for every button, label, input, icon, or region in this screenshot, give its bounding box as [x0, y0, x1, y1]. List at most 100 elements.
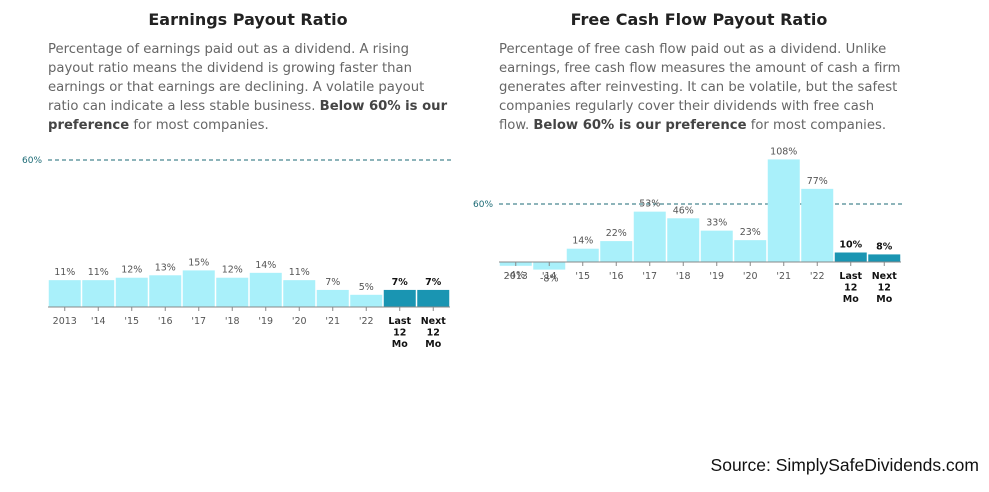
bar-6	[667, 218, 700, 262]
value-label: 13%	[155, 262, 176, 273]
tick-label-line: '20	[292, 316, 307, 327]
tick-label-line: 12	[878, 283, 891, 294]
tick-label-line: '17	[191, 316, 206, 327]
tick-label: '16	[158, 316, 173, 327]
tick-label-line: Mo	[843, 294, 859, 305]
value-label: 11%	[54, 267, 75, 278]
tick-label: Last 12 Mo	[839, 271, 862, 305]
tick-label: '18	[225, 316, 240, 327]
bar-7	[700, 230, 733, 262]
bar-10	[350, 294, 383, 307]
value-label: 8%	[876, 241, 893, 252]
value-label: 12%	[121, 265, 142, 276]
bar-1	[48, 280, 81, 307]
tick-label-line: '21	[776, 271, 791, 282]
tick-label: '17	[191, 316, 206, 327]
tick-label: '22	[359, 316, 374, 327]
bar-4	[149, 275, 182, 307]
bar-8	[283, 280, 316, 307]
value-label: 46%	[673, 205, 694, 216]
description-tail: for most companies.	[129, 118, 269, 133]
tick-label: '21	[325, 316, 340, 327]
tick-label: '14	[542, 271, 557, 282]
tick-label: '14	[91, 316, 106, 327]
value-label: 108%	[770, 146, 797, 157]
tick-label-line: 12	[844, 283, 857, 294]
tick-label: 2013	[53, 316, 77, 327]
value-label: 7%	[325, 277, 340, 288]
tick-label-line: Last	[388, 316, 411, 327]
value-label: 10%	[839, 240, 862, 251]
tick-label-line: '18	[225, 316, 240, 327]
chart-description: Percentage of earnings paid out as a div…	[48, 40, 453, 135]
value-label: 53%	[639, 199, 660, 210]
tick-label-line: Next	[872, 271, 898, 282]
value-label: 15%	[188, 257, 209, 268]
source-credit: Source: SimplySafeDividends.com	[710, 455, 979, 475]
value-label: 11%	[88, 267, 109, 278]
tick-label: 2013	[504, 271, 528, 282]
value-label: 22%	[606, 228, 627, 239]
description-text: Percentage of free cash flow paid out as…	[499, 42, 901, 133]
tick-label: Last 12 Mo	[388, 316, 411, 350]
tick-label: '18	[676, 271, 691, 282]
tick-label: '16	[609, 271, 624, 282]
bar-10	[801, 188, 834, 262]
tick-label-line: '16	[609, 271, 624, 282]
bar-6	[216, 277, 249, 307]
tick-label: '17	[642, 271, 657, 282]
tick-label: '21	[776, 271, 791, 282]
bar-5	[182, 270, 215, 307]
value-label: 7%	[425, 277, 442, 288]
value-label: 14%	[255, 260, 276, 271]
bar-11	[383, 289, 416, 307]
tick-label-line: '19	[258, 316, 273, 327]
tick-label-line: '14	[91, 316, 106, 327]
tick-label-line: '19	[709, 271, 724, 282]
tick-label-line: 12	[427, 328, 440, 339]
value-label: 14%	[572, 236, 593, 247]
tick-label-line: '20	[743, 271, 758, 282]
tick-label-line: '16	[158, 316, 173, 327]
tick-label-line: 2013	[53, 316, 77, 327]
tick-label: Next 12 Mo	[872, 271, 898, 305]
tick-label-line: '15	[124, 316, 139, 327]
bar-2	[82, 280, 115, 307]
value-label: 12%	[222, 265, 243, 276]
earnings-payout-ratio-panel: Earnings Payout Ratio Percentage of earn…	[22, 0, 458, 380]
fcf-payout-ratio-panel: Free Cash Flow Payout Ratio Percentage o…	[473, 0, 909, 380]
tick-label-line: '22	[359, 316, 374, 327]
tick-label: '20	[292, 316, 307, 327]
tick-label-line: Mo	[392, 339, 408, 350]
bar-12	[868, 254, 901, 262]
tick-label-line: Mo	[876, 294, 892, 305]
bar-7	[249, 272, 282, 307]
description-emphasis: Below 60% is our preference	[48, 99, 448, 133]
chart-description: Percentage of free cash flow paid out as…	[499, 40, 904, 135]
value-label: 33%	[706, 218, 727, 229]
tick-label-line: Next	[421, 316, 447, 327]
tick-label-line: '17	[642, 271, 657, 282]
value-label: 77%	[807, 176, 828, 187]
tick-label-line: '21	[325, 316, 340, 327]
tick-label: '19	[258, 316, 273, 327]
bar-3	[115, 277, 148, 307]
tick-label: '19	[709, 271, 724, 282]
bar-8	[734, 240, 767, 262]
description-emphasis: Below 60% is our preference	[533, 118, 747, 133]
tick-label: Next 12 Mo	[421, 316, 447, 350]
tick-label: '15	[575, 271, 590, 282]
tick-label-line: '22	[810, 271, 825, 282]
value-label: 11%	[289, 267, 310, 278]
tick-label-line: '14	[542, 271, 557, 282]
tick-label-line: '18	[676, 271, 691, 282]
tick-label: '20	[743, 271, 758, 282]
bar-11	[834, 252, 867, 262]
chart-title: Earnings Payout Ratio	[148, 10, 348, 29]
tick-label-line: Mo	[425, 339, 441, 350]
value-label: -8%	[540, 274, 559, 285]
earnings-payout-ratio-chart: 60% 11% 2013 11% '14 12% '15 13% '16 15% '17 12% '18…	[22, 156, 453, 350]
tick-label-line: 12	[393, 328, 406, 339]
tick-label: '15	[124, 316, 139, 327]
bar-9	[767, 159, 800, 262]
